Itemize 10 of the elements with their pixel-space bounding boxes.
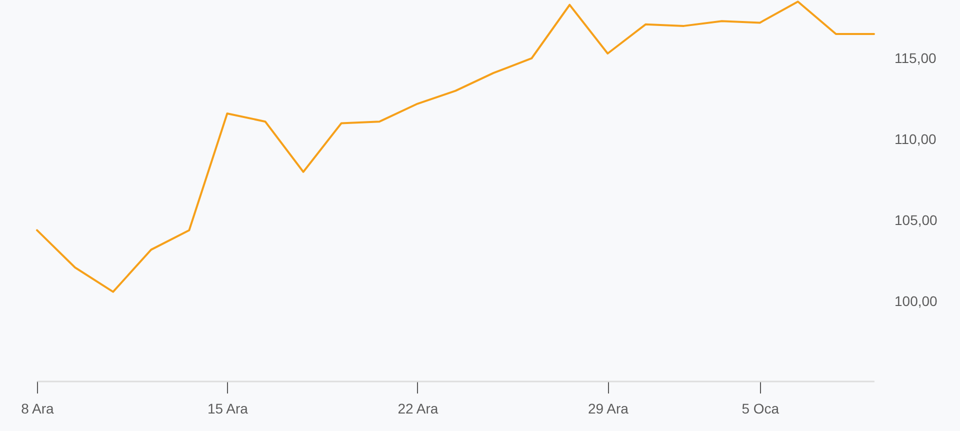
- x-tick-label: 22 Ara: [398, 400, 438, 416]
- y-tick-label: 110,00: [894, 130, 936, 147]
- x-tick-label: 15 Ara: [207, 400, 248, 416]
- line-series: [36, 0, 875, 293]
- x-tick-label: 8 Ara: [21, 400, 54, 416]
- y-tick-label: 115,00: [894, 50, 936, 66]
- x-tick-label: 5 Oca: [742, 400, 780, 416]
- y-tick-label: 100,00: [894, 293, 938, 310]
- y-tick-label: 105,00: [894, 212, 938, 228]
- x-tick-label: 29 Ara: [588, 400, 629, 416]
